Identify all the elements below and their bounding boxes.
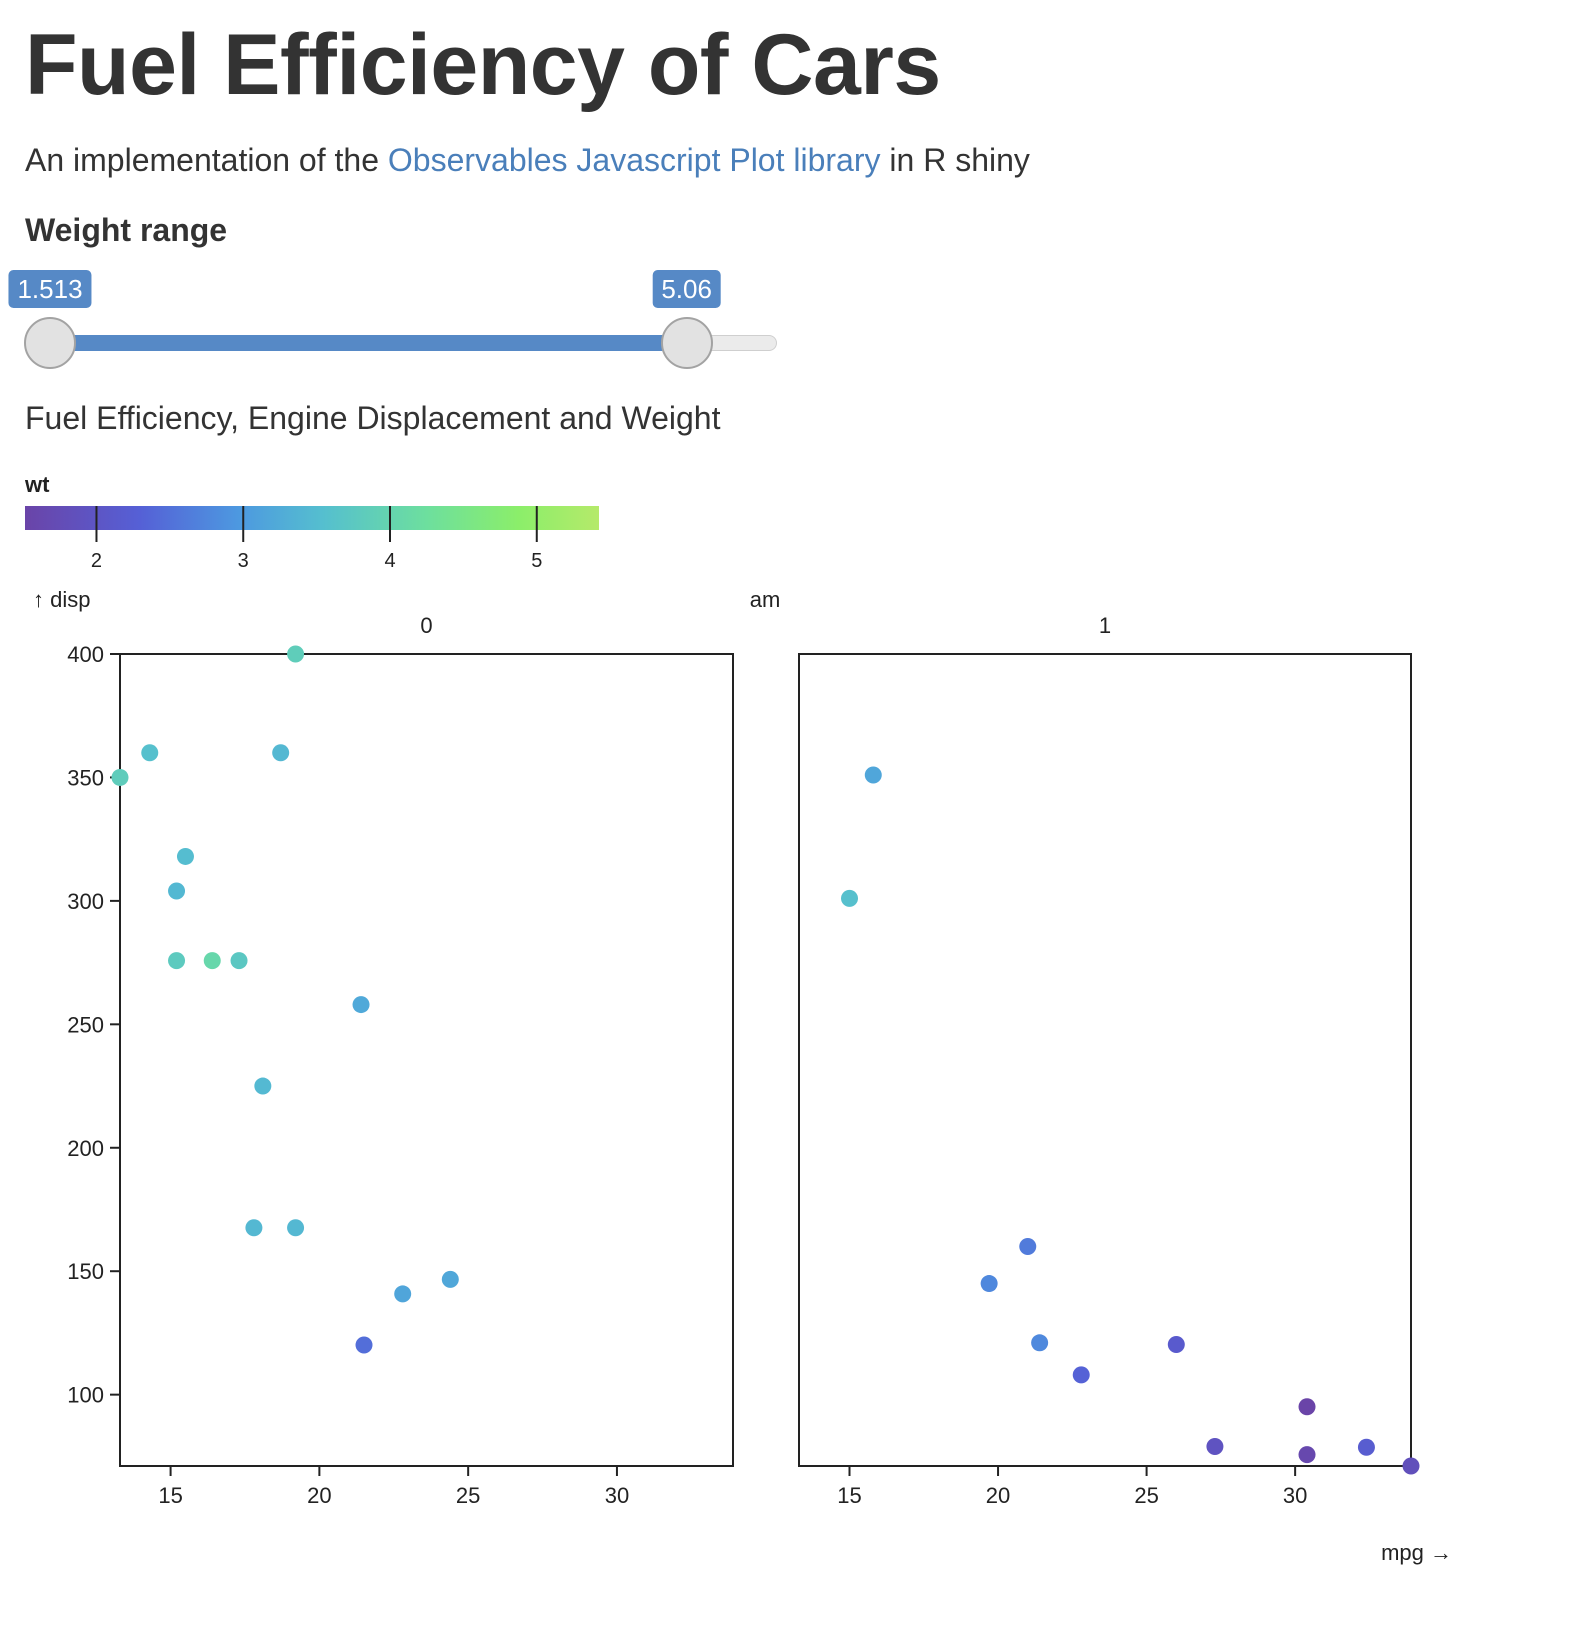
y-tick-label: 250 <box>67 1012 104 1037</box>
facet-header: am 0 1 <box>420 587 1111 638</box>
data-point <box>287 1219 305 1237</box>
data-point <box>980 1275 998 1293</box>
facet-label-0: 0 <box>420 613 432 638</box>
data-point <box>176 847 194 865</box>
data-point <box>1031 1334 1049 1352</box>
legend-tick-label: 3 <box>238 550 249 572</box>
slider-max-handle[interactable] <box>660 317 713 369</box>
x-axis-label: mpg → <box>1381 1540 1452 1565</box>
plot-library-link[interactable]: Observables Javascript Plot library <box>387 142 881 178</box>
data-point <box>352 996 370 1014</box>
facet-label-1: 1 <box>1099 613 1111 638</box>
y-tick-label: 400 <box>67 642 104 667</box>
data-point <box>141 744 159 762</box>
data-point <box>1072 1366 1090 1384</box>
axes-layer: 15 20 25 30 100 150 200 250 300 350 400 15 20 25 30 <box>67 642 1412 1508</box>
slider-selected-range[interactable] <box>50 335 687 351</box>
facet-variable-label: am <box>750 587 781 612</box>
weight-range-label: Weight range <box>25 212 228 248</box>
y-tick-label: 150 <box>67 1259 104 1284</box>
subtitle-text-before: An implementation of the <box>25 142 388 178</box>
page-title: Fuel Efficiency of Cars <box>25 17 941 113</box>
page-subtitle: An implementation of the Observables Jav… <box>25 140 1030 182</box>
subtitle-text-after: in R shiny <box>880 142 1030 178</box>
data-point <box>254 1077 272 1095</box>
data-point <box>1019 1238 1037 1256</box>
data-point <box>287 645 305 663</box>
weight-range-slider[interactable]: 1.513 5.06 <box>8 270 785 370</box>
y-tick-label: 100 <box>67 1383 104 1408</box>
data-point <box>1206 1437 1224 1455</box>
slider-max-value-badge: 5.06 <box>652 270 721 308</box>
y-tick-label: 350 <box>67 765 104 790</box>
x-tick-label: 30 <box>1283 1483 1307 1508</box>
x-tick-label: 25 <box>456 1483 480 1508</box>
points-layer <box>111 645 1420 1475</box>
legend-title: wt <box>24 472 50 497</box>
data-point <box>1402 1457 1420 1475</box>
data-point <box>168 952 186 970</box>
legend-tick-label: 4 <box>384 550 395 572</box>
y-tick-label: 300 <box>67 889 104 914</box>
y-axis-label: ↑ disp <box>33 587 90 612</box>
data-point <box>168 882 186 900</box>
slider-min-value-badge: 1.513 <box>8 270 92 308</box>
x-tick-label: 30 <box>605 1483 629 1508</box>
slider-min-handle[interactable] <box>24 317 76 369</box>
x-tick-label: 20 <box>307 1483 331 1508</box>
facet-frame-1 <box>798 653 1412 1467</box>
data-point <box>841 889 859 907</box>
x-tick-label: 15 <box>837 1483 861 1508</box>
data-point <box>1357 1438 1375 1456</box>
x-tick-label: 15 <box>158 1483 182 1508</box>
data-point <box>1298 1398 1316 1416</box>
legend-tick-label: 5 <box>531 550 542 572</box>
data-point <box>394 1285 412 1303</box>
legend-color-ramp <box>25 506 599 530</box>
data-point <box>355 1336 373 1354</box>
data-point <box>1298 1446 1316 1464</box>
x-tick-label: 20 <box>986 1483 1010 1508</box>
data-point <box>245 1219 263 1237</box>
legend-tick-label: 2 <box>91 550 102 572</box>
data-point <box>111 768 129 786</box>
data-point <box>1167 1336 1185 1354</box>
facet-frame-0 <box>119 653 734 1467</box>
data-point <box>230 952 248 970</box>
y-tick-label: 200 <box>67 1136 104 1161</box>
data-point <box>272 744 290 762</box>
plot-title: Fuel Efficiency, Engine Displacement and… <box>25 400 721 436</box>
data-point <box>441 1270 459 1288</box>
x-tick-label: 25 <box>1134 1483 1158 1508</box>
data-point <box>203 952 221 970</box>
color-legend: wt 2 3 4 5 <box>24 472 599 572</box>
data-point <box>864 766 882 784</box>
